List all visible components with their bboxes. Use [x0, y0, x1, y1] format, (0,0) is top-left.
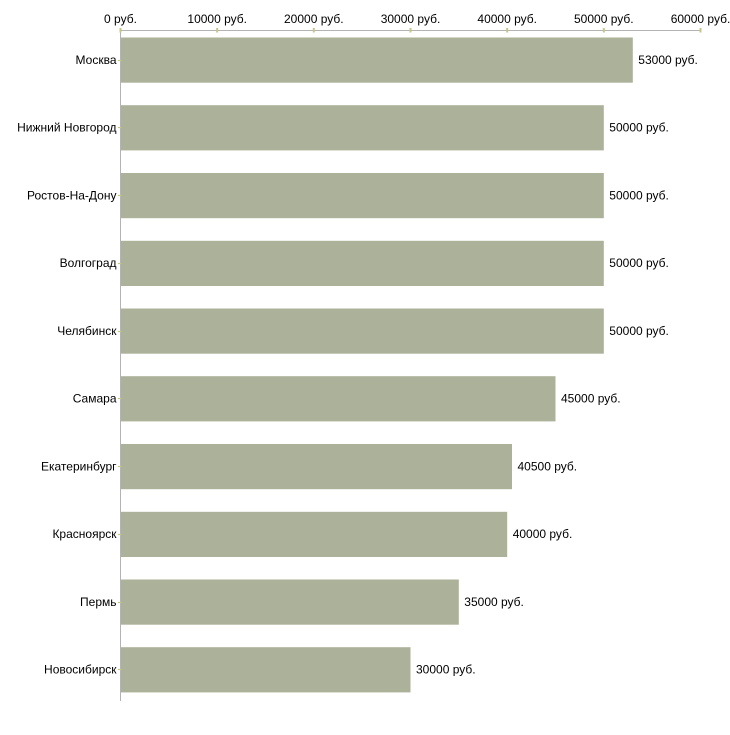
svg-text:40500 руб.: 40500 руб. [518, 459, 578, 473]
svg-text:Ростов-На-Дону: Ростов-На-Дону [27, 188, 116, 202]
svg-text:10000 руб.: 10000 руб. [187, 12, 247, 26]
svg-text:50000 руб.: 50000 руб. [574, 12, 634, 26]
svg-text:Волгоград: Волгоград [60, 256, 117, 270]
svg-text:50000 руб.: 50000 руб. [609, 324, 669, 338]
svg-text:40000 руб.: 40000 руб. [513, 527, 573, 541]
svg-text:30000 руб.: 30000 руб. [416, 663, 476, 677]
svg-text:Новосибирск: Новосибирск [44, 663, 117, 677]
svg-text:Пермь: Пермь [80, 595, 116, 609]
svg-text:50000 руб.: 50000 руб. [609, 188, 669, 202]
svg-text:20000 руб.: 20000 руб. [284, 12, 344, 26]
svg-text:Екатеринбург: Екатеринбург [41, 459, 117, 473]
svg-text:Челябинск: Челябинск [57, 324, 117, 338]
svg-text:Нижний Новгород: Нижний Новгород [17, 121, 116, 135]
svg-text:60000 руб.: 60000 руб. [671, 12, 730, 26]
svg-text:30000 руб.: 30000 руб. [381, 12, 441, 26]
svg-text:0 руб.: 0 руб. [104, 12, 137, 26]
svg-text:45000 руб.: 45000 руб. [561, 392, 621, 406]
svg-text:Самара: Самара [73, 392, 117, 406]
svg-text:50000 руб.: 50000 руб. [609, 256, 669, 270]
svg-text:50000 руб.: 50000 руб. [609, 121, 669, 135]
svg-text:Красноярск: Красноярск [52, 527, 117, 541]
svg-text:35000 руб.: 35000 руб. [464, 595, 524, 609]
svg-text:40000 руб.: 40000 руб. [477, 12, 537, 26]
svg-text:Москва: Москва [76, 53, 117, 67]
svg-text:53000 руб.: 53000 руб. [638, 53, 698, 67]
